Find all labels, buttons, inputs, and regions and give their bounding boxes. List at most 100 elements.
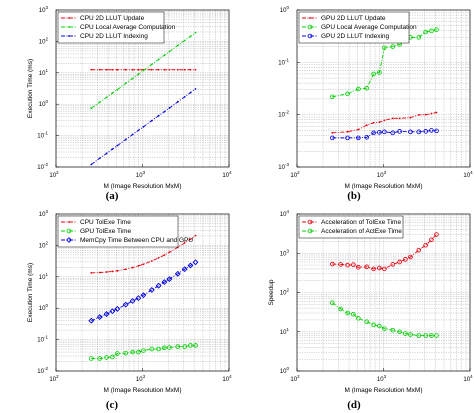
data-point [356, 135, 361, 141]
data-point [365, 124, 368, 127]
legend-entry: CPU Local Average Computation [80, 24, 176, 31]
y-tick-label: 102 [39, 36, 49, 45]
data-point [331, 131, 334, 134]
data-point [163, 68, 166, 71]
panel-label: (a) [106, 190, 119, 202]
x-axis-label: M (Image Resolution MxM) [103, 387, 181, 394]
data-point [382, 129, 387, 135]
data-point [189, 68, 192, 71]
x-tick-label: 102 [290, 170, 300, 179]
data-point [98, 68, 101, 71]
y-tick-label: 100 [39, 99, 49, 108]
data-point [390, 327, 396, 333]
data-point [193, 343, 198, 348]
y-tick-label: 103 [39, 209, 49, 218]
y-tick-label: 101 [39, 68, 49, 77]
legend-entry: CPU 2D LLUT Update [80, 15, 145, 22]
chart-panel-2: 102 103 104 10-3 10-2 10-1 100 M (Image Resolut… [278, 5, 473, 202]
legend-box [298, 11, 410, 44]
data-point [155, 282, 162, 289]
x-tick-label: 102 [290, 374, 300, 383]
data-point [115, 351, 120, 356]
legend-entry: GPU TolExe Time [80, 228, 132, 235]
data-point [116, 88, 119, 91]
data-point [416, 35, 422, 40]
data-point [377, 323, 382, 329]
data-point [371, 71, 376, 77]
data-point [114, 305, 121, 312]
x-tick-label: 103 [136, 374, 146, 383]
data-point [364, 264, 370, 270]
data-point [345, 135, 350, 141]
data-point [377, 70, 382, 75]
y-tick-label: 100 [280, 5, 290, 14]
data-point [194, 68, 197, 71]
data-point [181, 266, 188, 273]
data-point [397, 129, 402, 134]
data-point [105, 96, 108, 99]
series-1 [331, 111, 438, 134]
data-point [390, 262, 396, 267]
data-point [417, 113, 420, 116]
legend: CPU TolExe Time GPU TolExe Time MemCpy Tim… [57, 215, 193, 248]
data-point [330, 300, 335, 305]
data-point [90, 68, 93, 71]
data-point [168, 68, 171, 71]
data-point [111, 148, 114, 151]
data-point [116, 269, 119, 272]
y-tick-label: 100 [280, 366, 290, 375]
data-point [150, 63, 153, 66]
data-point [174, 270, 181, 277]
data-point [137, 68, 140, 71]
x-axis-label: M (Image Resolution MxM) [344, 387, 422, 394]
data-point [423, 129, 428, 134]
data-point [105, 152, 108, 155]
data-point [371, 266, 376, 272]
data-point [423, 333, 428, 338]
data-point [124, 138, 127, 141]
data-point [307, 33, 313, 39]
data-point [364, 134, 370, 140]
data-point [131, 68, 134, 71]
chart-panel-3: 102 103 104 10-2 10-1 100 101 102 103 M (Image Re… [27, 209, 232, 411]
data-point [88, 317, 95, 324]
data-point [124, 68, 127, 71]
data-point [372, 121, 375, 124]
data-point [416, 129, 422, 135]
data-point [116, 144, 119, 147]
data-point [423, 242, 428, 248]
legend-box [57, 11, 165, 44]
data-point [123, 350, 129, 356]
series-line [332, 129, 437, 139]
series-line [91, 235, 196, 274]
series-3 [330, 128, 439, 141]
data-point [356, 316, 361, 321]
y-axis-label: Execution Time (ms) [27, 59, 34, 118]
data-point [187, 262, 194, 269]
data-point [89, 356, 94, 361]
x-tick-label: 103 [377, 374, 387, 383]
y-tick-label: 10-1 [37, 131, 48, 140]
data-point [192, 259, 199, 266]
legend-box [57, 215, 179, 248]
data-point [161, 279, 168, 285]
y-tick-label: 10-2 [278, 110, 289, 119]
data-point [176, 100, 179, 103]
data-point [183, 95, 186, 98]
data-point [307, 24, 313, 30]
data-point [423, 29, 428, 35]
data-point [194, 88, 197, 90]
data-point [345, 91, 350, 97]
data-point [68, 35, 70, 37]
data-point [330, 135, 335, 141]
data-point [111, 270, 114, 273]
series-2 [330, 27, 439, 100]
data-point [434, 232, 439, 237]
legend-entry: CPU 2D LLUT Indexing [80, 33, 148, 40]
data-point [397, 329, 402, 335]
data-point [408, 332, 413, 337]
data-point [168, 107, 171, 109]
data-point [307, 228, 313, 234]
data-point [142, 263, 145, 266]
chart-panel-1: 102 103 104 10-2 10-1 100 101 102 103 M (Image Re… [27, 5, 232, 202]
